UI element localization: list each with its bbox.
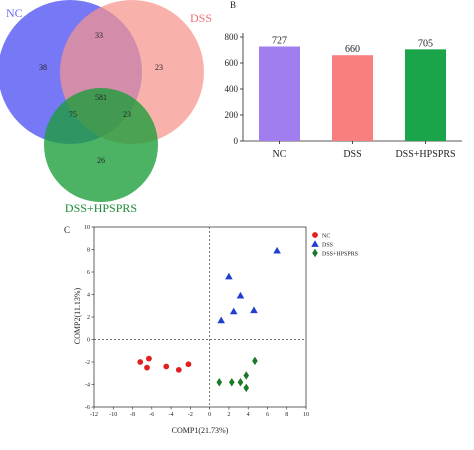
scatter-x-tick-label: -12 [90,412,98,418]
bar-chart-x-ticks: NC DSS DSS+HPSPRS [273,141,456,160]
venn-set-label-dss-hpsprs: DSS+HPSPRS [65,201,137,215]
scatter-y-tick-label: 6 [87,270,90,276]
bar-y-tick-label: 600 [225,58,239,68]
scatter-x-tick-label: 2 [227,412,230,418]
scatter-x-tick-label: 6 [266,412,269,418]
venn-count-dss-hps: 23 [123,110,131,119]
scatter-point-nc [146,355,152,362]
scatter-y-tick-label: -6 [85,405,90,411]
scatter-x-axis-title: COMP1(21.73%) [172,426,229,435]
scatter-point-nc [185,361,192,368]
scatter-y-tick-label: 8 [87,248,90,254]
scatter-x-tick-label: 10 [303,412,309,418]
venn-set-label-nc: NC [6,6,23,20]
bar-value-label-nc: 727 [272,35,287,46]
scatter-point-nc [144,364,150,371]
scatter-y-tick-label: 4 [87,293,90,299]
venn-count-all: 581 [95,93,107,102]
bar-chart-y-ticks: 0 200 400 600 800 [225,32,243,146]
scatter-x-tick-label: -6 [149,412,154,418]
bar-chart-value-labels: 727 660 705 [272,35,433,55]
scatter-y-ticks: -6 -4 -2 0 2 4 6 8 10 [84,225,94,411]
scatter-point-dss [236,291,245,299]
scatter-point-dss [273,246,281,254]
bar-value-label-dss-hpsprs: 705 [418,38,433,49]
scatter-point-dss [217,316,225,324]
scatter-point-nc [137,359,144,365]
bar-category-label-dss-hpsprs: DSS+HPSPRS [395,149,455,160]
scatter-x-tick-label: -8 [130,412,135,418]
scatter-y-tick-label: 10 [84,225,90,231]
scatter-x-ticks: -12 -10 -8 -6 -4 -2 0 2 4 6 8 10 [90,407,309,418]
scatter-x-tick-label: 0 [208,412,211,418]
bar-dss-hpsprs [405,49,446,141]
scatter-point-nc [163,363,170,370]
scatter-point-dss-hpsprs [216,378,223,387]
venn-diagram: NC DSS DSS+HPSPRS 38 23 26 33 75 23 581 [0,0,212,215]
scatter-plot-frame [93,226,307,408]
panel-label-c: C [64,225,70,235]
scatter-legend: NC DSS DSS+HPSPRS [311,232,358,258]
scatter-y-tick-label: -4 [85,383,90,389]
venn-set-label-dss: DSS [190,11,212,25]
scatter-x-tick-label: 4 [247,412,250,418]
venn-count-dss-only: 23 [155,63,163,72]
scatter-point-dss [225,272,233,280]
scatter-point-nc [175,366,182,373]
bar-y-tick-label: 800 [225,32,239,42]
scatter-legend-label-dss-hpsprs: DSS+HPSPRS [322,252,358,258]
scatter-x-tick-label: -10 [109,412,117,418]
scatter-point-dss [229,307,238,315]
bar-chart: 0 200 400 600 800 727 660 705 NC DSS DSS+HPSPRS [225,32,462,160]
scatter-y-tick-label: 2 [87,315,90,321]
scatter-point-dss-hpsprs [237,378,244,387]
scatter-x-tick-label: 8 [285,412,288,418]
venn-count-hps-only: 26 [97,156,105,165]
venn-count-nc-hps: 75 [69,110,77,119]
bar-dss [332,55,373,142]
scatter-points [137,246,281,393]
venn-count-nc-dss: 33 [95,31,103,40]
scatter-y-tick-label: -2 [85,360,90,366]
scatter-legend-marker-nc [312,232,318,238]
scatter-x-tick-label: -2 [188,412,193,418]
venn-circle-dss-hpsprs [44,88,158,202]
scatter-point-dss [250,306,258,314]
scatter-point-dss-hpsprs [229,378,235,387]
scatter-point-dss-hpsprs [243,371,250,380]
bar-nc [259,46,300,141]
scatter-legend-marker-dss [311,240,319,247]
bar-y-tick-label: 400 [225,84,239,94]
bar-category-label-nc: NC [273,149,287,160]
scatter-point-dss-hpsprs [243,383,250,393]
venn-count-nc-only: 38 [39,63,47,72]
bar-y-tick-label: 200 [225,110,239,120]
scatter-y-tick-label: 0 [87,338,90,344]
scatter-legend-label-nc: NC [322,234,330,240]
scatter-y-axis-title: COMP2(11.13%) [73,287,82,344]
scatter-point-dss-hpsprs [252,356,258,366]
bar-category-label-dss: DSS [343,149,361,160]
bar-y-tick-label: 0 [234,136,239,146]
panel-label-b: B [230,0,236,10]
bar-value-label-dss: 660 [345,44,360,55]
scatter-legend-marker-dss-hpsprs [312,248,318,258]
scatter-x-tick-label: -4 [169,412,174,418]
scatter-legend-label-dss: DSS [322,243,333,249]
bar-chart-bars [259,46,446,142]
scatter-chart: -12 -10 -8 -6 -4 -2 0 2 4 6 8 10 -6 -4 -2 0 2 4 6 8 10 NC DS… [73,225,358,435]
